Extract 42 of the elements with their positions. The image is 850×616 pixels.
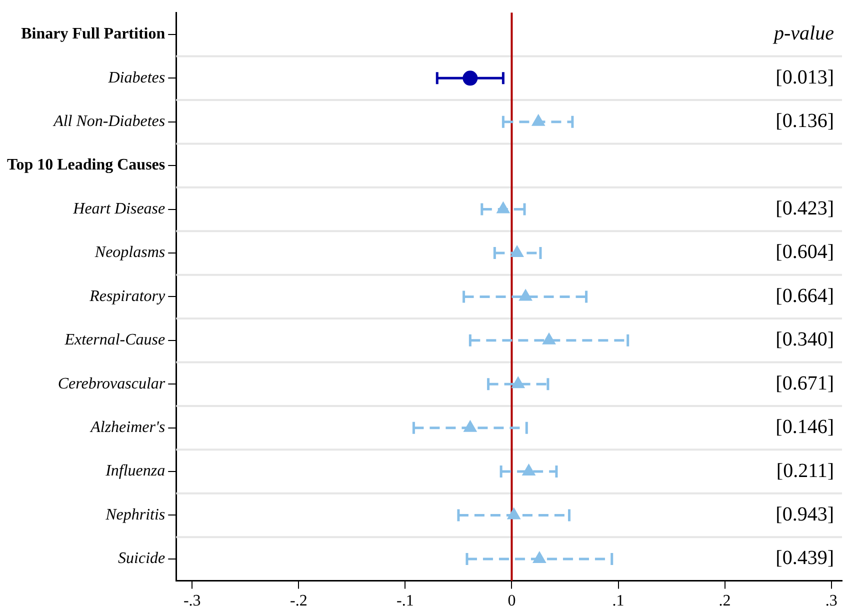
y-tick-label: All Non-Diabetes [52,113,166,130]
x-tick-label: .1 [612,592,624,610]
annotation: [0.423] [776,198,834,220]
y-tick-label: Heart Disease [72,200,166,218]
y-tick-label: Cerebrovascular [58,375,166,392]
annotation: [0.340] [776,328,834,351]
annotation: [0.439] [776,547,834,570]
point [464,420,477,432]
y-tick-label: External-Cause [64,332,166,349]
y-tick-label: Diabetes [107,69,166,86]
annotation: [0.211] [776,460,834,482]
annotation: [0.943] [776,503,834,526]
point [519,289,532,301]
annotation: [0.604] [776,241,834,264]
y-tick-label: Suicide [118,550,166,568]
point [542,332,556,344]
x-tick-label: -.3 [183,592,201,610]
x-tick-label: .2 [718,592,731,610]
annotation: [0.136] [776,110,834,132]
x-tick-label: 0 [508,592,516,610]
y-tick-label: Respiratory [88,288,166,305]
point [507,508,520,520]
point [532,114,545,126]
point [510,245,524,257]
y-tick-label: Nephritis [104,506,166,524]
x-tick-label: -.1 [396,592,414,610]
point [522,464,536,476]
annotation: [0.664] [776,284,834,307]
x-tick-label: -.2 [290,592,308,610]
y-tick-label: Influenza [104,462,166,480]
y-tick-label: Binary Full Partition [21,26,166,43]
y-tick-label: Neoplasms [94,244,166,262]
point [496,202,510,214]
annotation: p-value [772,22,834,45]
y-tick-label: Alzheimer's [90,419,166,436]
point [512,376,525,388]
y-tick-label: Top 10 Leading Causes [7,156,166,174]
point [532,551,546,563]
annotation: [0.013] [776,66,834,88]
x-tick-label: .3 [825,592,838,610]
annotation: [0.671] [776,372,834,394]
annotation: [0.146] [776,416,834,438]
